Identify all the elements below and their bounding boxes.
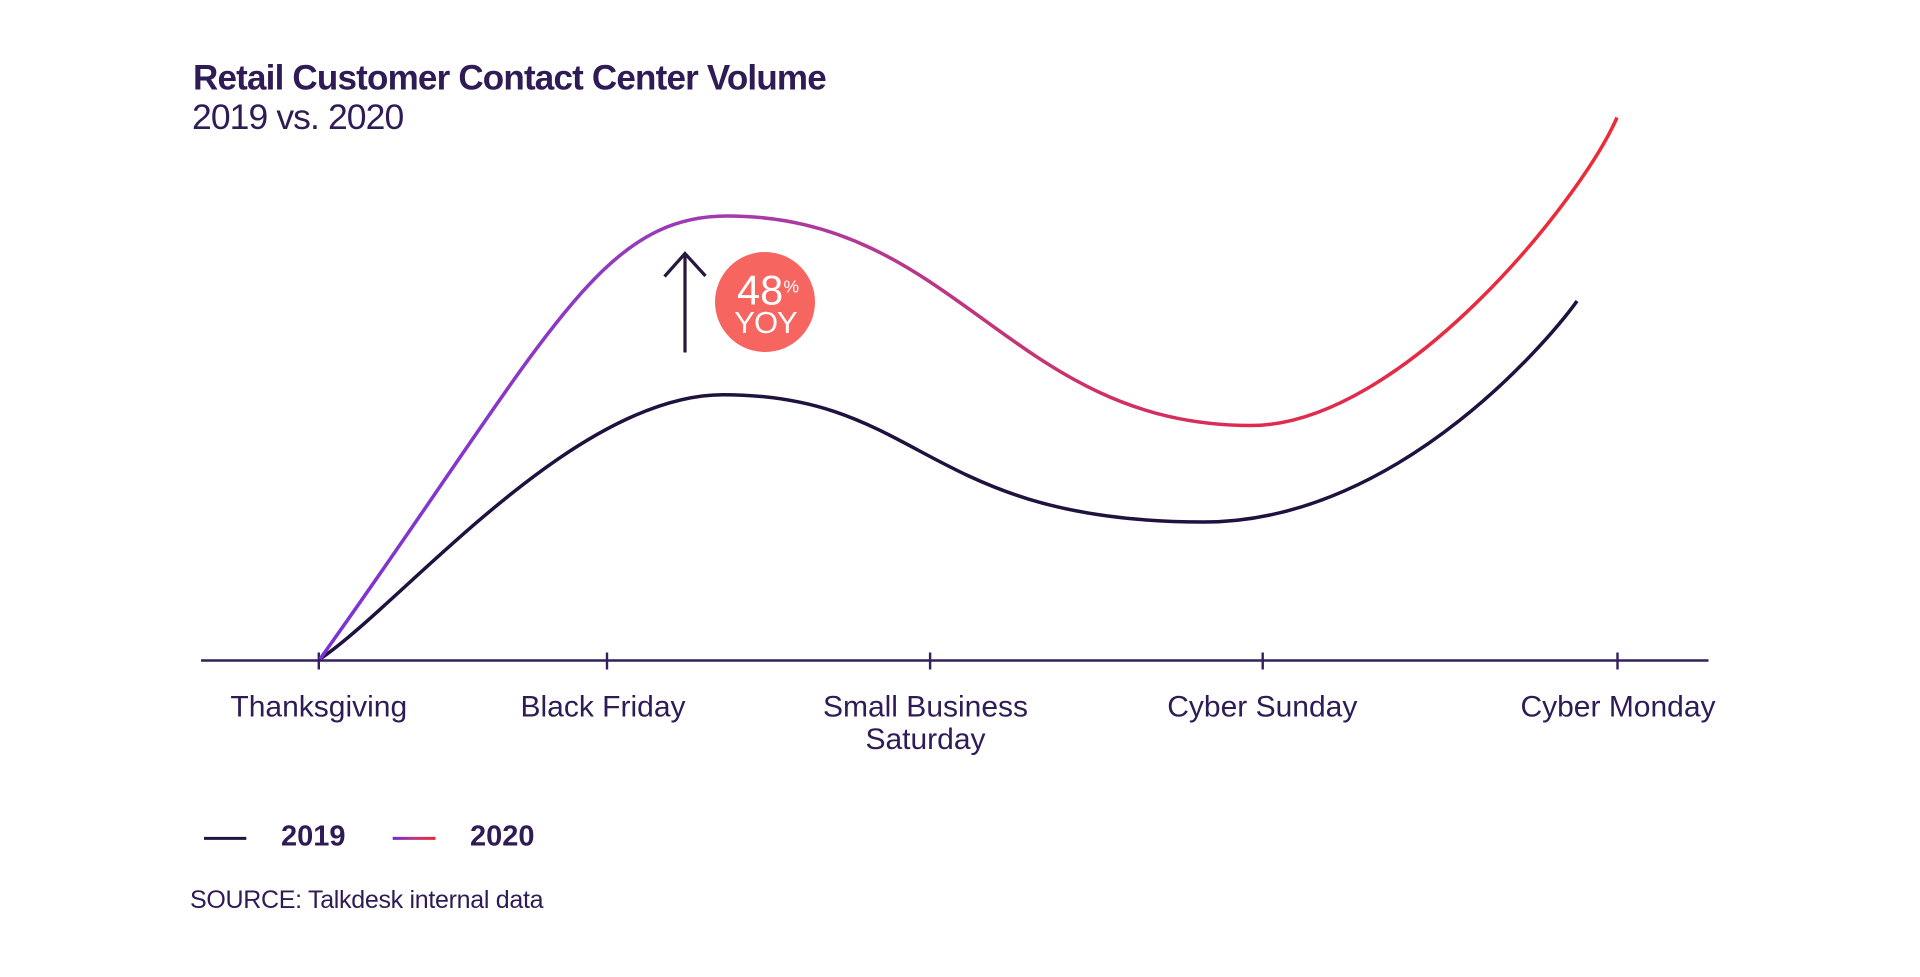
svg-text:2019: 2019: [281, 820, 346, 852]
svg-text:Cyber Monday: Cyber Monday: [1520, 690, 1715, 723]
svg-text:Retail Customer Contact Center: Retail Customer Contact Center Volume: [193, 59, 826, 98]
svg-text:48: 48: [737, 266, 783, 313]
svg-text:YOY: YOY: [734, 305, 797, 340]
svg-text:Saturday: Saturday: [865, 723, 985, 756]
svg-text:SOURCE: Talkdesk internal data: SOURCE: Talkdesk internal data: [190, 886, 544, 914]
svg-text:Cyber Sunday: Cyber Sunday: [1167, 690, 1357, 723]
svg-text:Black Friday: Black Friday: [520, 690, 685, 723]
svg-text:Small Business: Small Business: [823, 690, 1028, 723]
svg-text:%: %: [784, 277, 800, 297]
svg-text:2019 vs. 2020: 2019 vs. 2020: [192, 97, 403, 137]
svg-text:Thanksgiving: Thanksgiving: [230, 690, 407, 723]
svg-text:2020: 2020: [470, 820, 535, 852]
